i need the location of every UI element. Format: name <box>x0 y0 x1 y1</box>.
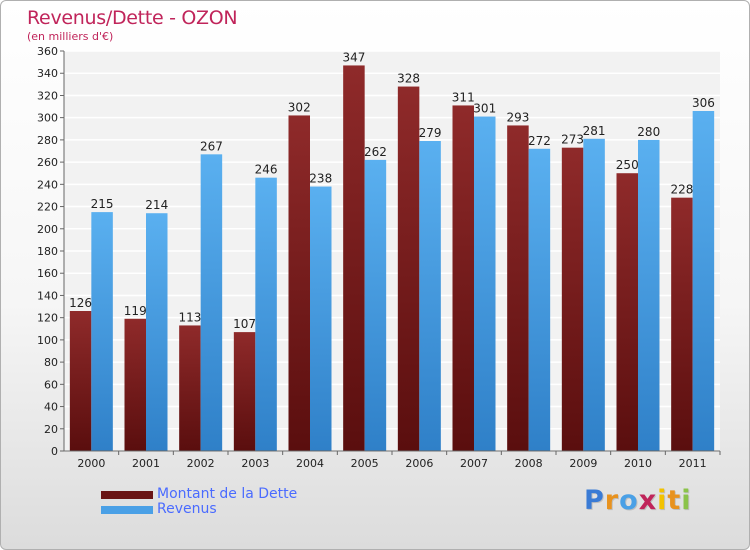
chart-subtitle: (en milliers d'€) <box>27 30 114 43</box>
bar-revenus <box>200 154 223 452</box>
bar-dette <box>561 147 584 451</box>
legend-swatch-revenus <box>101 506 153 514</box>
x-tick-label: 2000 <box>77 457 105 470</box>
bar-revenus <box>692 111 715 451</box>
y-tick-label: 360 <box>37 45 58 58</box>
value-label: 279 <box>419 126 442 140</box>
y-tick-label: 40 <box>44 401 58 414</box>
bar-dette <box>671 197 693 451</box>
bar-dette <box>124 318 146 451</box>
x-tick-label: 2006 <box>405 457 433 470</box>
bar-revenus <box>310 186 332 452</box>
bar-revenus <box>146 213 168 451</box>
y-tick-label: 60 <box>44 378 58 391</box>
bar-revenus <box>364 159 387 451</box>
bar-dette <box>507 125 529 451</box>
y-tick-label: 100 <box>37 334 58 347</box>
bar-revenus <box>91 212 113 451</box>
value-labels-layer: 126 215 119 214 113 267 107 246 302 238 347 262 328 2… <box>69 50 715 331</box>
y-tick-label: 20 <box>44 423 58 436</box>
value-label: 107 <box>233 317 256 331</box>
value-label: 126 <box>69 296 92 310</box>
value-label: 214 <box>145 198 168 212</box>
y-tick-label: 200 <box>37 223 58 236</box>
x-tick-label: 2011 <box>679 457 707 470</box>
bar-dette <box>288 115 310 451</box>
bar-revenus <box>638 139 660 451</box>
bar-revenus <box>255 177 277 451</box>
y-tick-label: 240 <box>37 178 58 191</box>
x-tick-label: 2008 <box>515 457 543 470</box>
y-tick-label: 80 <box>44 356 58 369</box>
grid-layer <box>64 50 720 452</box>
value-label: 281 <box>583 124 606 138</box>
x-tick-label: 2003 <box>241 457 269 470</box>
bar-revenus <box>528 148 551 451</box>
value-label: 302 <box>288 100 311 114</box>
value-label: 280 <box>637 125 660 139</box>
bars-layer <box>69 65 715 452</box>
value-label: 301 <box>473 102 496 116</box>
bar-dette <box>343 65 365 451</box>
y-tick-label: 220 <box>37 201 58 214</box>
value-label: 246 <box>255 163 278 177</box>
value-label: 293 <box>506 110 529 124</box>
x-tick-label: 2005 <box>351 457 379 470</box>
value-label: 228 <box>670 183 693 197</box>
proxiti-logo: Proxiti <box>584 485 692 516</box>
axis-layer: 0 20 40 60 80 100 120 140 160 180 200 220 240 260 280 3… <box>37 45 721 470</box>
x-tick-label: 2002 <box>187 457 215 470</box>
bar-dette <box>233 332 256 451</box>
bar-revenus <box>419 141 441 451</box>
value-label: 262 <box>364 145 387 159</box>
y-tick-label: 340 <box>37 67 58 80</box>
chart-title: Revenus/Dette - OZON <box>27 7 238 29</box>
bar-dette <box>616 173 638 451</box>
y-tick-label: 120 <box>37 312 58 325</box>
x-tick-label: 2007 <box>460 457 488 470</box>
bar-revenus <box>583 138 605 451</box>
value-label: 306 <box>692 96 715 110</box>
logo-letter: P <box>584 485 605 516</box>
y-tick-label: 180 <box>37 245 58 258</box>
value-label: 273 <box>561 133 584 147</box>
logo-letter: i <box>657 485 668 516</box>
x-tick-label: 2001 <box>132 457 160 470</box>
value-label: 328 <box>397 72 420 86</box>
bar-revenus <box>474 116 496 452</box>
value-label: 250 <box>616 158 639 172</box>
value-label: 113 <box>178 310 201 324</box>
logo-letter: o <box>619 485 639 516</box>
bar-dette <box>452 105 474 451</box>
bar-dette <box>69 311 92 451</box>
logo-letter: x <box>638 485 658 516</box>
logo-letter: i <box>681 485 692 516</box>
y-tick-label: 280 <box>37 134 58 147</box>
value-label: 347 <box>342 50 365 64</box>
bar-dette <box>179 325 201 451</box>
x-tick-label: 2009 <box>569 457 597 470</box>
legend-label-dette: Montant de la Dette <box>157 486 298 502</box>
value-label: 119 <box>124 304 147 318</box>
y-tick-label: 260 <box>37 156 58 169</box>
value-label: 238 <box>309 172 332 186</box>
x-tick-label: 2010 <box>624 457 652 470</box>
y-tick-label: 0 <box>51 445 58 458</box>
value-label: 311 <box>452 90 475 104</box>
y-tick-label: 160 <box>37 267 58 280</box>
x-tick-label: 2004 <box>296 457 324 470</box>
value-label: 267 <box>200 139 223 153</box>
bar-dette <box>397 86 420 452</box>
logo-letter: t <box>667 485 682 516</box>
y-tick-label: 300 <box>37 112 58 125</box>
legend-swatch-dette <box>101 491 153 499</box>
y-tick-label: 140 <box>37 289 58 302</box>
value-label: 215 <box>91 197 114 211</box>
logo-letter: r <box>604 485 620 516</box>
value-label: 272 <box>528 134 551 148</box>
legend-label-revenus: Revenus <box>157 501 217 517</box>
y-tick-label: 320 <box>37 89 58 102</box>
